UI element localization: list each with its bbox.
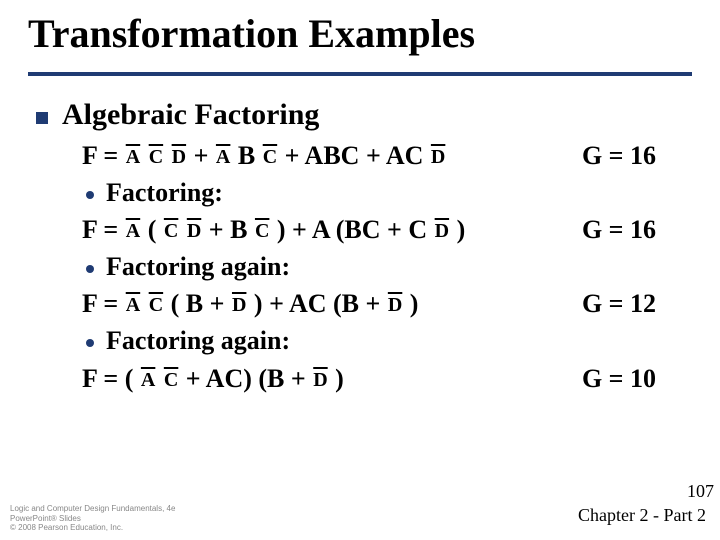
equation-4: F = ( A C + AC) (B + D ) G = 10: [82, 361, 696, 396]
equation-1: F = A C D + A B C + ABC + AC D G = 16: [82, 138, 696, 173]
slide: Transformation Examples Algebraic Factor…: [0, 0, 720, 540]
footer-copyright: Logic and Computer Design Fundamentals, …: [10, 504, 175, 532]
eq4-cbar: C: [163, 369, 179, 391]
title-rule: [28, 72, 692, 76]
eq2-t1: + B: [209, 215, 254, 244]
footer-line1: Logic and Computer Design Fundamentals, …: [10, 504, 175, 513]
square-bullet-icon: [36, 112, 48, 124]
slide-title: Transformation Examples: [28, 10, 475, 57]
eq1-cbar2: C: [262, 146, 278, 168]
eq3-dbar: D: [231, 294, 247, 316]
eq3-rp: ): [410, 289, 419, 318]
eq3-lp: ( B +: [171, 289, 231, 318]
eq4-abar: A: [140, 369, 156, 391]
eq4-g: G = 10: [582, 361, 696, 396]
eq3-g: G = 12: [582, 286, 696, 321]
footer-line3: © 2008 Pearson Education, Inc.: [10, 523, 175, 532]
eq3-f: F =: [82, 289, 125, 318]
eq2-dbar2: D: [434, 220, 450, 242]
dot-bullet-icon: [86, 265, 94, 273]
eq3-abar: A: [125, 294, 141, 316]
footer-chapter: Chapter 2 - Part 2: [578, 505, 706, 526]
bullet-2: Factoring again:: [82, 249, 696, 284]
slide-body: Algebraic Factoring F = A C D + A B C + …: [36, 98, 696, 398]
eq1-g: G = 16: [582, 138, 696, 173]
eq1-t3: + ABC + AC: [285, 141, 430, 170]
eq2-cbar2: C: [254, 220, 270, 242]
eq3-cbar: C: [148, 294, 164, 316]
bullet-1: Factoring:: [82, 175, 696, 210]
heading-row: Algebraic Factoring: [36, 98, 696, 132]
equation-3: F = A C ( B + D ) + AC (B + D ) G = 12: [82, 286, 696, 321]
eq3-dbar2: D: [387, 294, 403, 316]
eq2-rp: ): [457, 215, 466, 244]
bullet-3: Factoring again:: [82, 323, 696, 358]
heading: Algebraic Factoring: [62, 98, 319, 132]
dot-bullet-icon: [86, 339, 94, 347]
footer-line2: PowerPoint® Slides: [10, 514, 175, 523]
eq2-cbar: C: [163, 220, 179, 242]
eq2-t2: ) + A (BC + C: [277, 215, 434, 244]
eq1-t2: B: [238, 141, 262, 170]
dot-bullet-icon: [86, 191, 94, 199]
eq4-t1: + AC) (B +: [186, 364, 312, 393]
eq3-t1: ) + AC (B +: [254, 289, 387, 318]
eq2-g: G = 16: [582, 212, 696, 247]
bullet-3-text: Factoring again:: [106, 323, 290, 358]
eq2-dbar: D: [186, 220, 202, 242]
eq1-abar: A: [125, 146, 141, 168]
eq1-t1: +: [194, 141, 215, 170]
eq1-dbar2: D: [430, 146, 446, 168]
eq4-rp: ): [335, 364, 344, 393]
eq4-dbar: D: [312, 369, 328, 391]
eq2-f: F =: [82, 215, 125, 244]
equation-2: F = A ( C D + B C ) + A (BC + C D ) G = …: [82, 212, 696, 247]
content-lines: F = A C D + A B C + ABC + AC D G = 16 Fa…: [82, 138, 696, 396]
eq2-lp: (: [148, 215, 163, 244]
page-number: 107: [687, 481, 714, 502]
eq1-dbar: D: [171, 146, 187, 168]
eq4-f: F = (: [82, 364, 140, 393]
eq1-cbar: C: [148, 146, 164, 168]
eq1-abar2: A: [215, 146, 231, 168]
bullet-2-text: Factoring again:: [106, 249, 290, 284]
eq2-abar: A: [125, 220, 141, 242]
bullet-1-text: Factoring:: [106, 175, 223, 210]
eq1-f: F =: [82, 141, 125, 170]
